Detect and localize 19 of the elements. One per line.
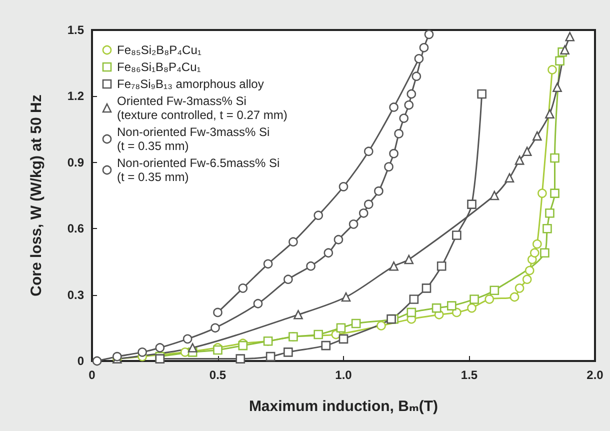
y-tick-label: 0 — [77, 354, 84, 368]
x-tick-label: 0 — [88, 368, 96, 382]
legend-label: Non-oriented Fw-6.5mass% Si (t = 0.35 mm) — [117, 156, 280, 184]
legend-label: Oriented Fw-3mass% Si (texture controlled, t = 0.27 mm) — [117, 94, 288, 122]
legend-label: Fe₇₈Si₉B₁₃ amorphous alloy — [117, 77, 264, 91]
x-axis-title: Maximum induction, Bₘ(T) — [248, 398, 438, 415]
y-tick-label: 0.3 — [67, 288, 84, 302]
legend-label: Non-oriented Fw-3mass% Si (t = 0.35 mm) — [117, 125, 270, 153]
y-tick-label: 0.9 — [67, 155, 84, 170]
x-tick-label: 2.0 — [586, 368, 604, 382]
y-axis-title: Core loss, W (W/kg) at 50 Hz — [28, 94, 45, 296]
x-tick-label: 0.5 — [209, 368, 226, 382]
x-tick-label: 1.0 — [335, 368, 352, 382]
legend-label: Fe₈₆Si₁B₈P₄Cu₁ — [117, 60, 201, 74]
x-tick-label: 1.5 — [460, 368, 478, 382]
y-tick-label: 1.2 — [67, 89, 84, 104]
y-tick-label: 0.6 — [67, 222, 84, 236]
legend-label: Fe₈₅Si₂B₈P₄Cu₁ — [117, 43, 202, 57]
y-tick-label: 1.5 — [67, 23, 84, 37]
